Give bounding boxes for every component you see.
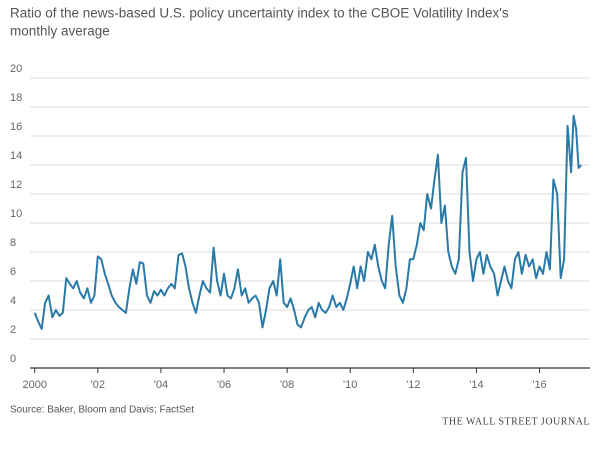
y-tick-label: 20	[10, 63, 22, 75]
y-tick-label: 6	[10, 266, 16, 278]
data-line	[33, 114, 582, 330]
y-tick-label: 4	[10, 295, 16, 307]
x-tick-label: '04	[154, 379, 168, 391]
y-tick-label: 14	[10, 150, 22, 162]
y-tick-label: 10	[10, 208, 22, 220]
source: Source: Baker, Bloom and Davis; FactSet	[10, 405, 194, 416]
chart-title: Ratio of the news-based U.S. policy unce…	[10, 6, 509, 21]
y-tick-label: 12	[10, 179, 22, 191]
y-tick-label: 16	[10, 121, 22, 133]
y-tick-label: 0	[10, 353, 16, 365]
x-tick-label: 2000	[22, 379, 46, 391]
x-tick-label: '12	[406, 379, 420, 391]
y-tick-label: 2	[10, 324, 16, 336]
y-tick-label: 8	[10, 237, 16, 249]
x-tick-label: '14	[469, 379, 483, 391]
y-tick-label: 18	[10, 92, 22, 104]
x-tick-label: '08	[280, 379, 294, 391]
x-tick-label: '02	[91, 379, 105, 391]
credit: THE WALL STREET JOURNAL	[442, 416, 590, 427]
x-tick-label: '10	[343, 379, 357, 391]
x-tick-label: '06	[217, 379, 231, 391]
chart-subtitle: monthly average	[10, 24, 110, 39]
x-tick-label: '16	[532, 379, 546, 391]
